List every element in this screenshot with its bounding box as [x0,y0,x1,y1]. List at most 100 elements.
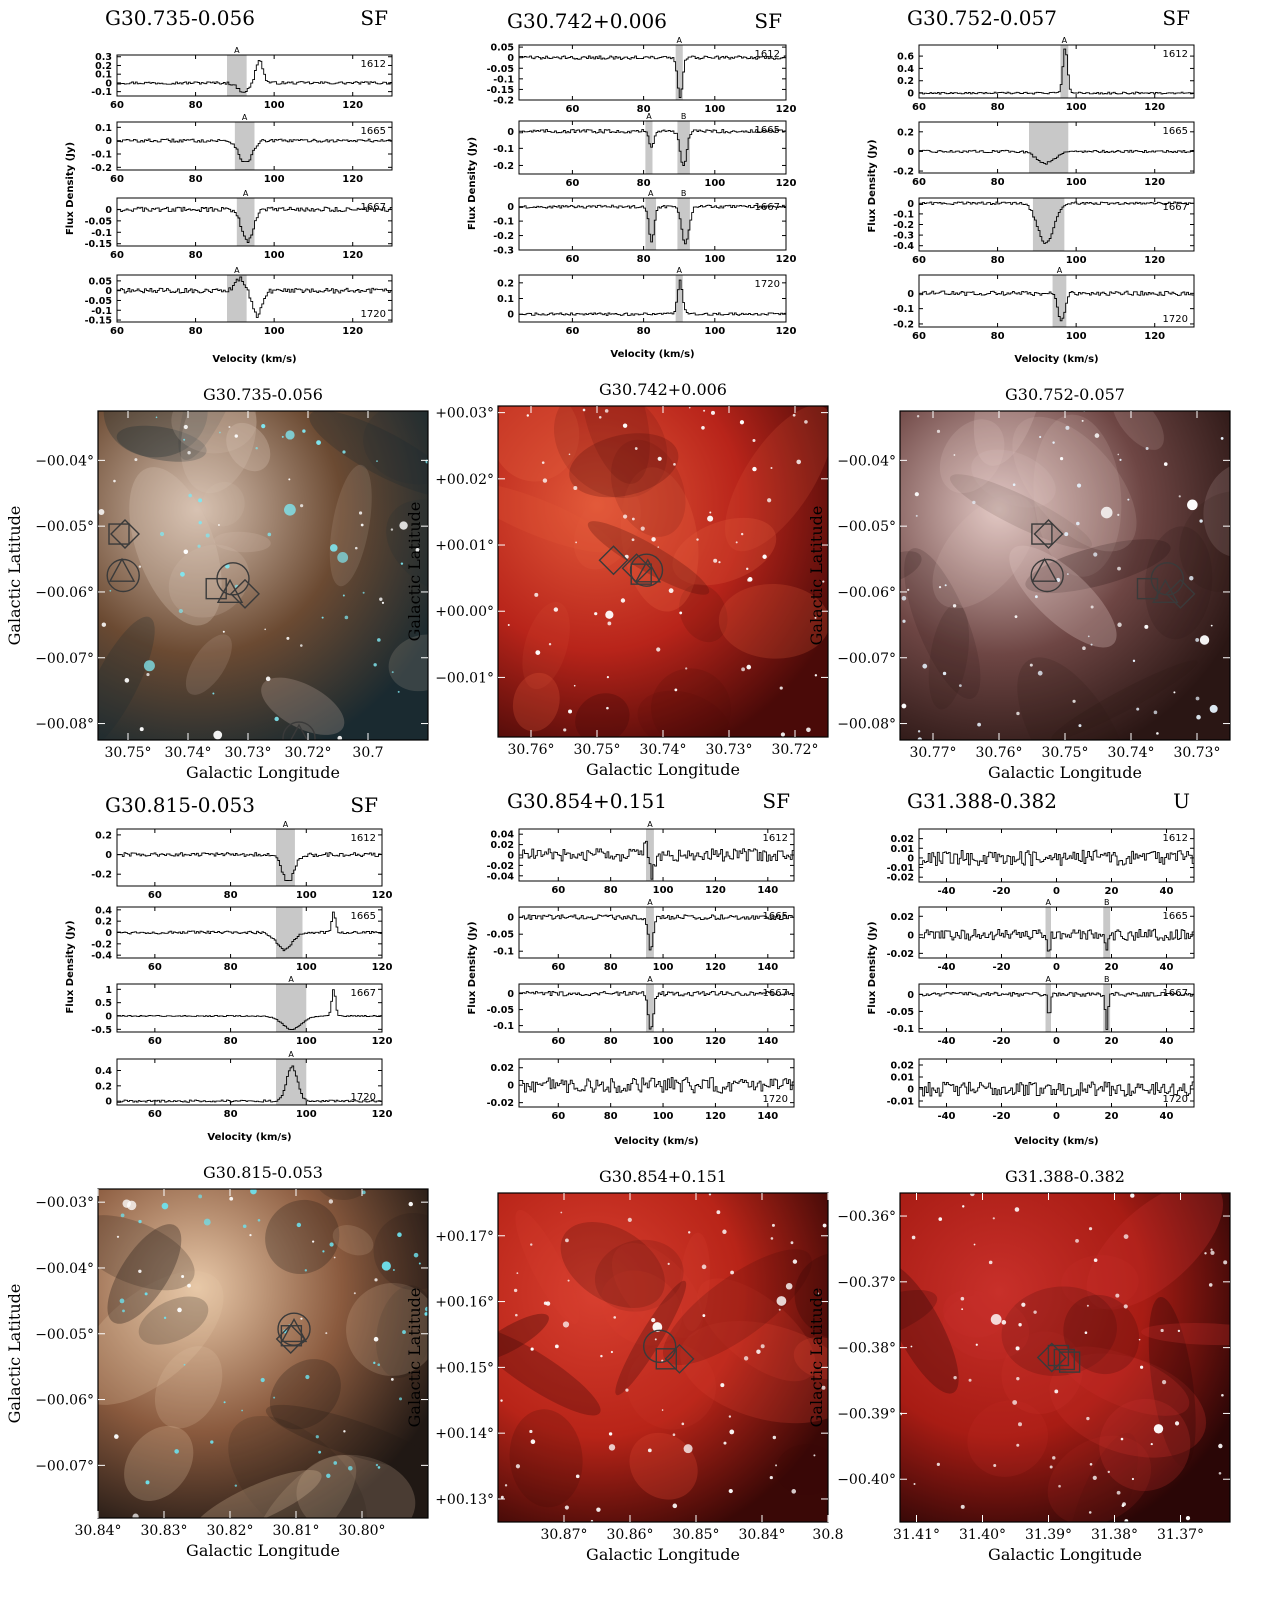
spectrum-line [518,279,787,316]
star [402,1330,406,1334]
star [267,532,272,537]
star [145,1480,150,1485]
star [573,485,578,490]
star [563,728,567,732]
star [1059,457,1064,461]
sky-image-block: G30.735-0.056 30.75° 30.74° 30.73° 30.72° 30.… [5,385,429,782]
frequency-label: 1612 [1163,833,1188,844]
star [318,1450,322,1454]
star [116,1235,120,1238]
bright-nebula [967,1400,1048,1477]
star [305,1374,310,1380]
star [124,678,130,683]
star [281,435,284,438]
maser-circle-marker [629,553,664,587]
star [1120,1437,1124,1441]
star [634,447,638,450]
maser-diamond-marker [1036,1342,1067,1373]
spectrum-line [918,290,1195,322]
spectrum-panel: 1665 0.40.20-0.2-0.4 60 80 100 120 [91,905,392,973]
x-tick-label: 60 [912,331,926,342]
star [1086,1416,1090,1421]
dark-cloud [1148,1296,1196,1467]
star [672,1503,678,1509]
star [155,416,158,419]
star [901,703,907,709]
star [780,732,786,737]
x-tick-label: 30.75° [573,742,620,758]
x-tick-label: 80 [604,1111,618,1122]
x-tick-label: 60 [551,885,565,896]
star [348,1465,353,1471]
bright-nebula [252,1454,357,1518]
velocity-band [276,829,295,886]
maser-triangle-marker [280,1317,308,1343]
star [1034,595,1038,599]
bright-nebula [1033,414,1122,577]
y-tick-label: −00.08° [35,717,94,733]
star [1014,1207,1020,1212]
band-label: B [681,189,687,198]
y-tick-label: 0.02 [491,840,514,851]
star [814,674,818,677]
x-axis-label: Galactic Longitude [186,763,340,782]
star [683,1444,693,1454]
x-tick-label: 100 [296,890,317,901]
band-label: A [676,36,682,45]
y-tick-label: -0.2 [91,939,112,950]
y-tick-label: -0.02 [887,873,914,884]
dark-cloud [309,411,428,497]
star [217,524,220,527]
spectrum-line [116,1065,383,1103]
maser-triangle-marker [634,558,661,583]
x-tick-label: 120 [776,104,797,115]
star [1065,425,1070,430]
x-tick-label: 60 [912,102,926,113]
star [688,1231,691,1234]
velocity-band [677,121,690,174]
star [229,1196,234,1201]
x-axis-label: Galactic Longitude [586,760,740,779]
dark-cloud [575,693,630,737]
x-tick-label: 31.37° [1157,1527,1204,1543]
x-tick-label: 120 [372,1036,393,1047]
y-tick-label: -0.05 [85,296,112,307]
star [988,1260,993,1265]
y-tick-label: 0.4 [95,905,112,916]
star [222,630,225,633]
star [285,430,295,440]
star [992,1217,995,1220]
star [747,578,751,582]
y-tick-label: −00.05° [837,519,896,535]
star [1210,1250,1215,1255]
y-tick-label: +00.00° [435,604,494,620]
spectrum-panel: A 1612 0.050-0.05-0.1-0.15-0.2 60 80 100 120 [487,36,797,115]
y-tick-label: 0.02 [891,1061,914,1072]
star [1117,513,1120,517]
star [568,709,573,714]
dark-cloud [116,425,207,462]
x-tick-label: 120 [1144,102,1165,113]
star [907,588,910,591]
x-tick-label: 60 [551,962,565,973]
star [181,1275,185,1279]
star [1130,1193,1135,1198]
spectrum-line [918,849,1195,866]
star [329,1242,334,1247]
x-tick-label: -40 [937,1111,955,1122]
source-class-label: SF [350,793,378,817]
frequency-label: 1667 [1163,202,1188,213]
star [250,1189,257,1195]
x-tick-label: 80 [189,250,203,261]
spectrum-panel: A 1667 1 0.5 0 -0.5 60 80 100 120 [91,975,392,1047]
star [342,594,345,597]
star [1199,635,1210,645]
star [1081,419,1084,422]
star [709,511,712,514]
star [1150,1442,1153,1446]
x-tick-label: 80 [224,962,238,973]
x-tick-label: 80 [637,254,651,265]
y-tick-label: -0.01 [887,863,914,874]
x-tick-label: 80 [991,331,1005,342]
